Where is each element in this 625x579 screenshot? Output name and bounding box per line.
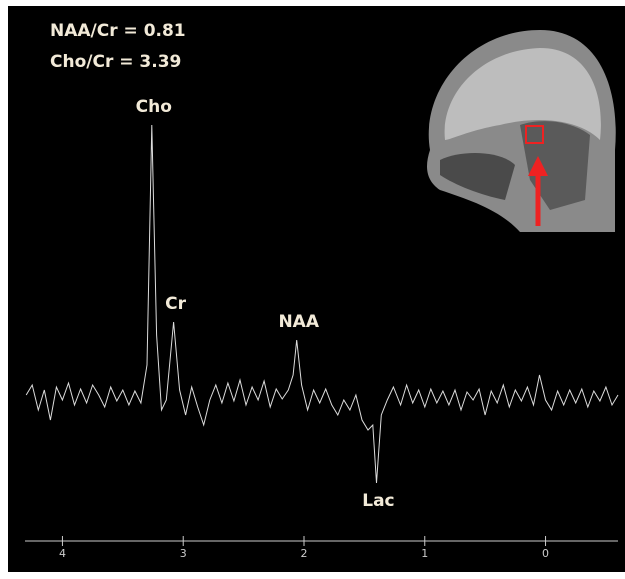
peak-label: Cho (136, 97, 172, 117)
x-tick-label: 2 (300, 547, 307, 560)
peak-label: Cr (165, 294, 186, 314)
chart: NAA/Cr = 0.81 Cho/Cr = 3.39 4 3 2 1 0 Cho Cr NA… (0, 0, 625, 579)
x-tick-label: 0 (542, 547, 549, 560)
x-tick-label: 4 (59, 547, 66, 560)
page: {"chart_data": { "type": "line", "texts"… (0, 0, 625, 579)
peak-label: Lac (362, 491, 394, 511)
peak-label: NAA (278, 312, 319, 332)
x-tick-label: 1 (421, 547, 428, 560)
ratio-text: Cho/Cr = 3.39 (50, 52, 181, 72)
ratio-text: NAA/Cr = 0.81 (50, 21, 186, 41)
x-tick-label: 3 (180, 547, 187, 560)
